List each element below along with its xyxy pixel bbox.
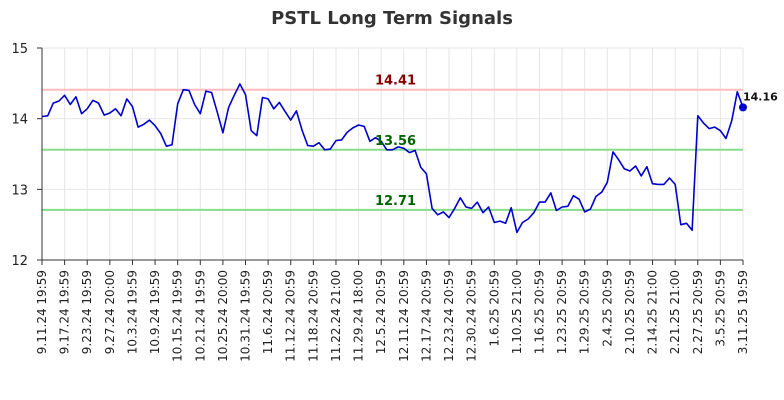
labels: 14.41 13.56 12.71 14.16 xyxy=(375,74,778,209)
y-tick-label: 13 xyxy=(11,183,28,198)
x-tick-label: 12.5.24 20:59 xyxy=(374,270,388,354)
x-tick-label: 11.22.24 21:00 xyxy=(329,270,343,362)
x-tick-label: 10.31.24 19:59 xyxy=(239,270,253,362)
x-tick-label: 11.18.24 20:59 xyxy=(306,270,320,362)
x-tick-label: 2.21.25 21:00 xyxy=(668,270,682,354)
x-tick-label: 1.23.25 20:59 xyxy=(555,270,569,354)
x-tick-label: 10.15.24 19:59 xyxy=(171,270,185,362)
x-tick-label: 1.29.25 20:59 xyxy=(578,270,592,354)
x-tick-label: 10.9.24 19:59 xyxy=(148,270,162,354)
x-tick-label: 12.17.24 20:59 xyxy=(419,270,433,362)
x-tick-label: 1.16.25 20:59 xyxy=(532,270,546,354)
x-tick-label: 11.12.24 20:59 xyxy=(284,270,298,362)
x-tick-label: 12.23.24 20:59 xyxy=(442,270,456,362)
grid xyxy=(41,47,744,261)
x-tick-label: 9.23.24 19:59 xyxy=(80,270,94,354)
signal-level-label: 14.41 xyxy=(375,74,416,89)
x-tick-label: 12.11.24 20:59 xyxy=(397,270,411,362)
y-tick-label: 15 xyxy=(11,42,28,57)
last-point-marker xyxy=(739,103,747,112)
y-tick-label: 14 xyxy=(11,113,28,128)
x-tick-label: 9.27.24 20:00 xyxy=(103,270,117,354)
y-tick-label: 12 xyxy=(11,254,28,269)
x-tick-label: 11.6.24 20:59 xyxy=(261,270,275,354)
signal-level-label: 12.71 xyxy=(375,194,416,209)
x-tick-label: 2.4.25 20:59 xyxy=(600,270,614,347)
last-point-label: 14.16 xyxy=(743,90,778,103)
x-tick-label: 3.11.25 19:59 xyxy=(736,270,750,354)
x-tick-label: 1.6.25 20:59 xyxy=(487,270,501,347)
x-tick-label: 10.21.24 19:59 xyxy=(193,270,207,362)
x-tick-label: 2.27.25 20:59 xyxy=(691,270,705,354)
x-tick-label: 12.30.24 20:59 xyxy=(465,270,479,362)
axes: 12 13 14 15 9.11.24 19:59 9.17.24 19:59 9.23.2… xyxy=(11,42,750,362)
x-tick-label: 11.29.24 18:00 xyxy=(352,270,366,362)
x-tick-label: 2.14.25 21:00 xyxy=(646,270,660,354)
x-tick-label: 9.17.24 19:59 xyxy=(58,270,72,354)
price-series xyxy=(41,83,747,234)
x-tick-label: 9.11.24 19:59 xyxy=(35,270,49,354)
chart-title: PSTL Long Term Signals xyxy=(271,8,513,29)
x-tick-label: 3.5.25 20:59 xyxy=(713,270,727,347)
x-tick-label: 10.3.24 19:59 xyxy=(125,270,139,354)
x-tick-label: 1.10.25 21:00 xyxy=(510,270,524,354)
signal-level-label: 13.56 xyxy=(375,134,416,149)
price-line xyxy=(41,83,744,234)
x-tick-label: 2.10.25 20:59 xyxy=(623,270,637,354)
x-tick-label: 10.25.24 20:00 xyxy=(216,270,230,362)
